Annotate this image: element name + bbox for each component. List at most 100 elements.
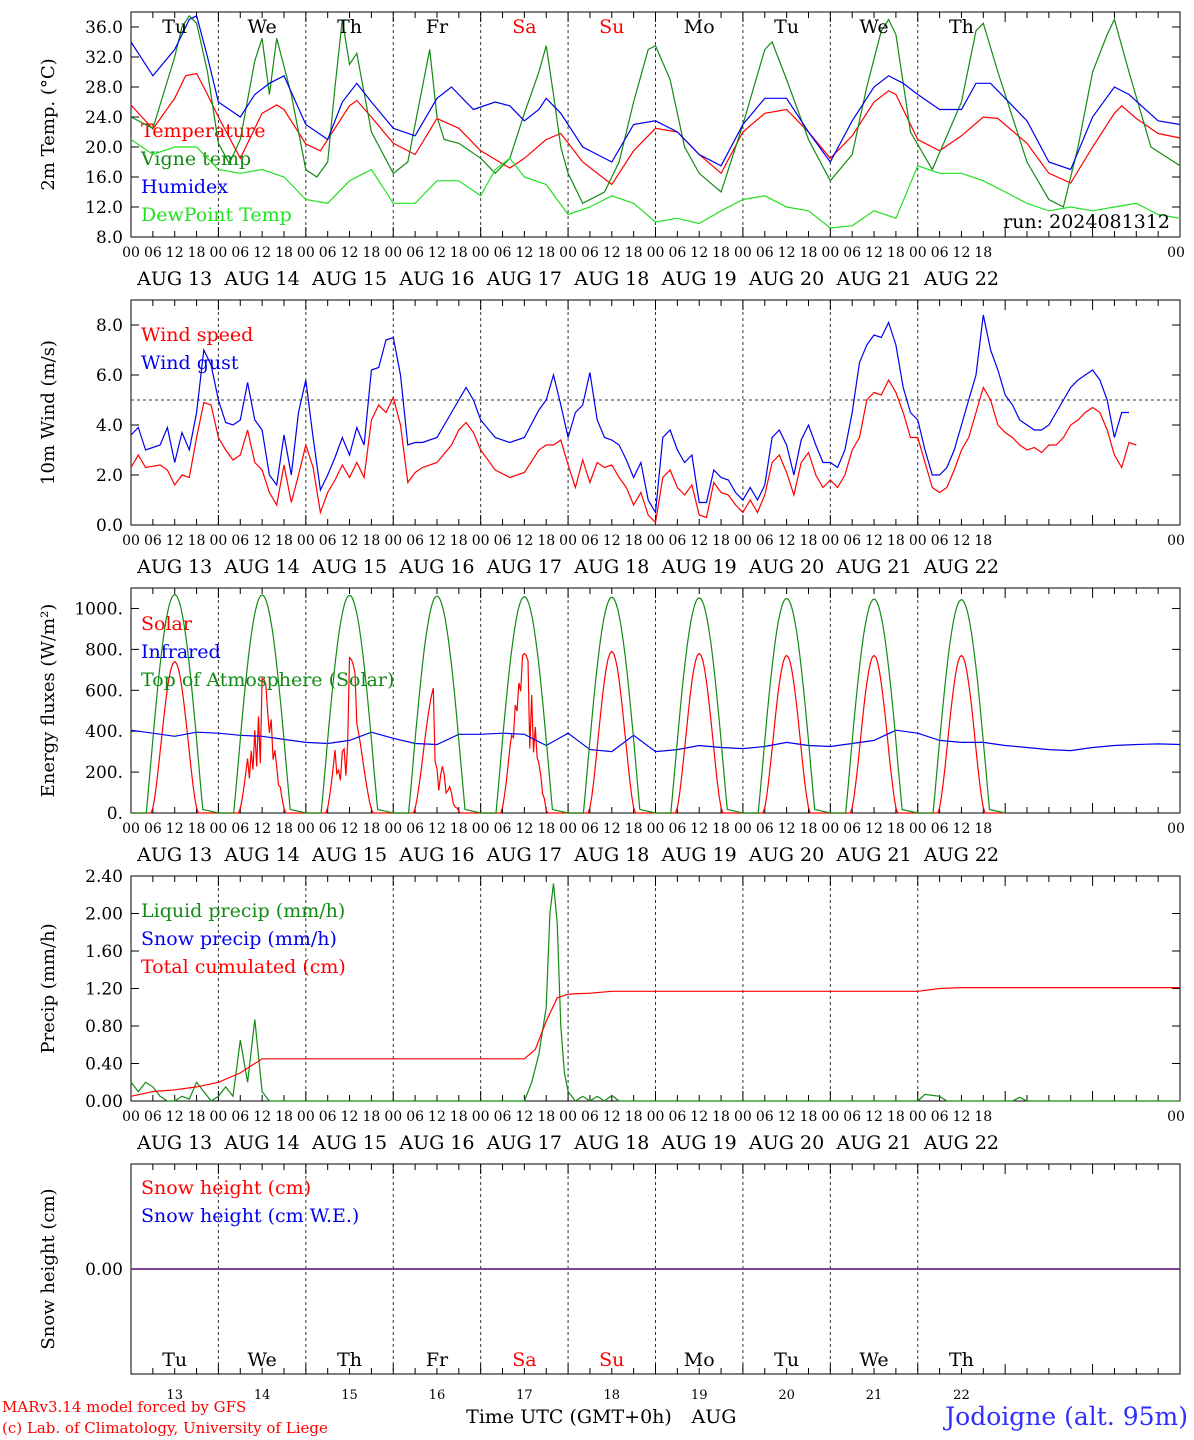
hour-tick-label: 06 [843,1109,861,1125]
y-tick-label: 200. [85,763,123,783]
date-label: AUG 13 [136,268,212,290]
hour-tick-label: 18 [887,533,905,549]
date-label: AUG 19 [661,556,737,578]
hour-tick-label: 12 [865,245,883,261]
y-tick-label: 6.0 [96,366,123,386]
plot-frame [130,587,1181,814]
date-label: AUG 19 [661,268,737,290]
hour-tick-label: 00 [559,821,577,837]
hour-tick-label: 06 [668,821,686,837]
hour-tick-label: 18 [712,533,730,549]
y-tick-label: 32.0 [85,48,123,68]
date-label: AUG 20 [748,844,824,866]
date-label: AUG 19 [661,1132,737,1154]
hour-tick-label: 06 [231,1109,249,1125]
hour-tick-label: 12 [341,1109,359,1125]
date-label: AUG 14 [224,844,300,866]
hour-tick-label: 18 [450,245,468,261]
hour-tick-label: 06 [319,533,337,549]
date-label: AUG 22 [923,844,999,866]
hour-tick-label: 06 [144,245,162,261]
hour-tick-label: 18 [625,1109,643,1125]
hour-tick-label: 06 [756,533,774,549]
day-of-week-label: Tu [774,1349,799,1371]
hour-tick-label: 18 [450,821,468,837]
hour-tick-label: 12 [515,821,533,837]
date-label: AUG 17 [486,1132,562,1154]
date-label: AUG 16 [398,268,474,290]
date-label: AUG 15 [311,268,387,290]
hour-tick-label: 18 [974,533,992,549]
date-label: AUG 21 [835,268,911,290]
hour-tick-label: 18 [974,1109,992,1125]
series-line [130,883,1180,1102]
legend-entry: Wind speed [141,324,253,346]
hour-tick-label: 00 [297,821,315,837]
series-line [130,378,1137,524]
hour-tick-label: 18 [537,533,555,549]
hour-tick-label: 18 [800,533,818,549]
legend-entry: Vigne temp [140,148,251,170]
hour-tick-label: 12 [253,533,271,549]
series-line [130,729,1181,753]
hour-tick-label: 12 [253,245,271,261]
hour-tick-label: 18 [275,1109,293,1125]
date-label: AUG 14 [224,556,300,578]
day-of-week-label: Fr [426,16,449,38]
y-tick-label: 0.00 [85,1260,123,1280]
day-of-week-label: Mo [684,16,715,38]
hour-tick-label: 06 [756,1109,774,1125]
hour-tick-label: 18 [362,821,380,837]
hour-tick-label: 12 [778,533,796,549]
hour-tick-label: 18 [362,533,380,549]
hour-tick-label: 00 [734,533,752,549]
hour-tick-label: 00 [210,245,228,261]
hour-tick-label: 00 [647,533,665,549]
hour-tick-label: 06 [843,533,861,549]
y-tick-label: 28.0 [85,78,123,98]
hour-tick-label: 12 [953,245,971,261]
hour-tick-label: 12 [428,821,446,837]
date-label: AUG 18 [573,844,649,866]
day-of-week-label: Th [337,16,362,38]
hour-tick-label: 06 [581,533,599,549]
hour-tick-label: 18 [800,245,818,261]
date-label: AUG 14 [224,268,300,290]
hour-tick-label: 00 [384,533,402,549]
station-name: Jodoigne (alt. 95m) [945,1402,1188,1431]
hour-tick-label: 18 [188,1109,206,1125]
day-of-week-label: We [859,1349,888,1371]
hour-tick-label: 06 [406,245,424,261]
legend-entry: Snow height (cm W.E.) [141,1205,359,1227]
hour-tick-label: 18 [188,245,206,261]
day-of-week-label: Tu [162,1349,187,1371]
legend-entry: Solar [141,613,193,635]
hour-tick-label: 18 [712,1109,730,1125]
hour-tick-label: 00 [122,1109,140,1125]
hour-tick-label: 06 [931,533,949,549]
hour-tick-label: 12 [166,821,184,837]
date-label: AUG 20 [748,268,824,290]
hour-tick-label: 06 [319,821,337,837]
hour-tick-label: 12 [253,1109,271,1125]
hour-tick-label: 12 [603,821,621,837]
hour-tick-label: 00 [384,821,402,837]
y-tick-label: 16.0 [85,168,123,188]
hour-tick-label: 06 [494,245,512,261]
hour-tick-label: 00 [297,533,315,549]
hour-tick-label: 18 [625,821,643,837]
hour-tick-label: 12 [515,533,533,549]
y-axis-label: 10m Wind (m/s) [38,340,59,485]
y-tick-label: 8.0 [96,316,123,336]
hour-tick-label: 18 [800,1109,818,1125]
hour-tick-label: 00 [384,1109,402,1125]
hour-tick-label: 18 [362,245,380,261]
hour-tick-label: 00 [1167,821,1185,837]
y-tick-label: 2.0 [96,466,123,486]
hour-tick-label: 06 [144,821,162,837]
y-tick-label: 4.0 [96,416,123,436]
hour-tick-label: 06 [931,821,949,837]
date-label: AUG 16 [398,556,474,578]
y-tick-label: 1.60 [85,942,123,962]
hour-tick-label: 12 [865,533,883,549]
